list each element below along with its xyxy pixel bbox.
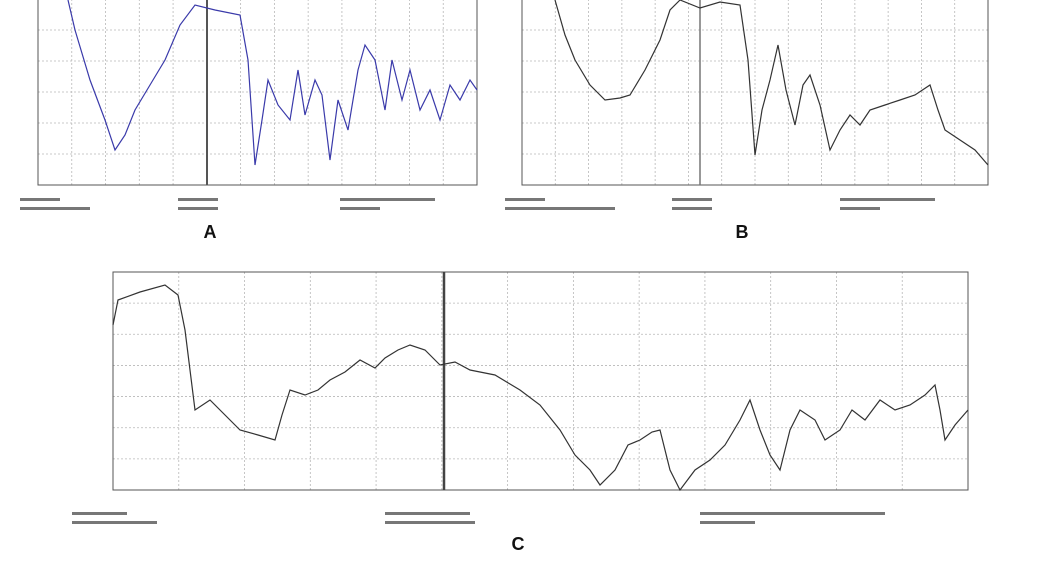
panel-c-frame: [112, 271, 969, 491]
meta-text: [178, 207, 218, 210]
panel-a-frame: [37, 0, 478, 186]
meta-text: [505, 207, 615, 210]
meta-text: [840, 198, 935, 201]
meta-text: [385, 521, 475, 524]
spectrum-c: [112, 284, 969, 492]
meta-text: [672, 198, 712, 201]
panel-label: C: [512, 534, 525, 554]
meta-text: [20, 198, 60, 201]
grids: [38, 0, 988, 490]
spectrum-a: [67, 0, 478, 166]
meta-text: [72, 512, 127, 515]
meta-text: [672, 207, 712, 210]
meta-text: [72, 521, 157, 524]
meta-text: [840, 207, 880, 210]
meta-text: [178, 198, 218, 201]
panel-label: B: [736, 222, 749, 242]
panel-b-frame: [521, 0, 989, 186]
meta-text: [20, 207, 90, 210]
panel-label: A: [204, 222, 217, 242]
meta-text: [340, 207, 380, 210]
meta-text: [340, 198, 435, 201]
meta-text: [700, 512, 885, 515]
meta-text: [505, 198, 545, 201]
metadata: [20, 198, 935, 524]
meta-text: [385, 512, 470, 515]
spectrum-b: [554, 0, 989, 166]
meta-text: [700, 521, 755, 524]
